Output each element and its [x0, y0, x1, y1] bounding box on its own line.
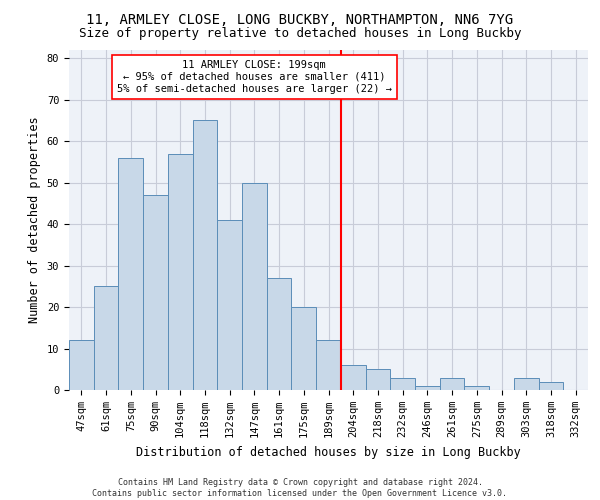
Bar: [118, 158, 143, 390]
Bar: [242, 182, 267, 390]
Bar: [341, 365, 365, 390]
Bar: [267, 278, 292, 390]
Bar: [539, 382, 563, 390]
Text: 11, ARMLEY CLOSE, LONG BUCKBY, NORTHAMPTON, NN6 7YG: 11, ARMLEY CLOSE, LONG BUCKBY, NORTHAMPT…: [86, 12, 514, 26]
Text: 11 ARMLEY CLOSE: 199sqm
← 95% of detached houses are smaller (411)
5% of semi-de: 11 ARMLEY CLOSE: 199sqm ← 95% of detache…: [117, 60, 392, 94]
Bar: [415, 386, 440, 390]
Bar: [316, 340, 341, 390]
Bar: [193, 120, 217, 390]
Text: Size of property relative to detached houses in Long Buckby: Size of property relative to detached ho…: [79, 28, 521, 40]
Bar: [217, 220, 242, 390]
Bar: [168, 154, 193, 390]
Bar: [440, 378, 464, 390]
Bar: [143, 195, 168, 390]
Bar: [94, 286, 118, 390]
Bar: [69, 340, 94, 390]
X-axis label: Distribution of detached houses by size in Long Buckby: Distribution of detached houses by size …: [136, 446, 521, 458]
Bar: [365, 370, 390, 390]
Bar: [464, 386, 489, 390]
Bar: [390, 378, 415, 390]
Bar: [514, 378, 539, 390]
Text: Contains HM Land Registry data © Crown copyright and database right 2024.
Contai: Contains HM Land Registry data © Crown c…: [92, 478, 508, 498]
Bar: [292, 307, 316, 390]
Y-axis label: Number of detached properties: Number of detached properties: [28, 116, 41, 324]
